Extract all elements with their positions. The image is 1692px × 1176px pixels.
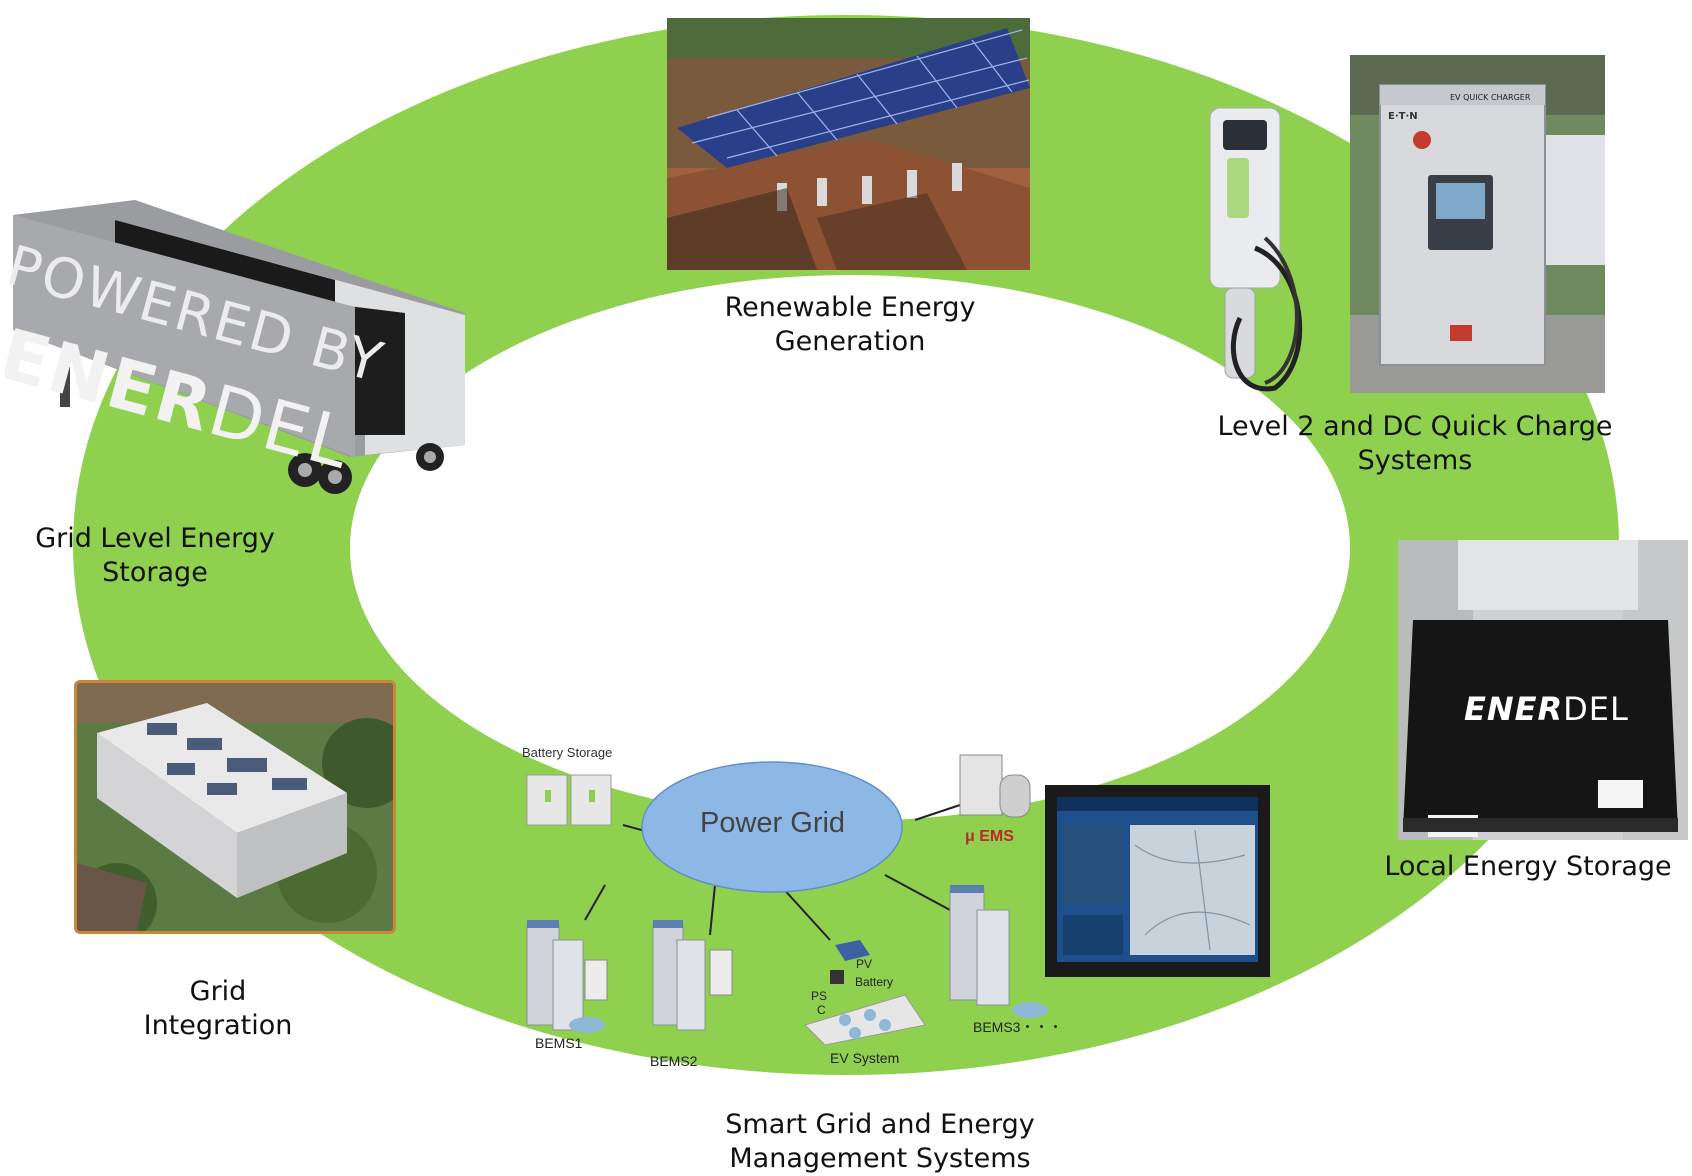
label-charging: Level 2 and DC Quick Charge Systems [1195, 410, 1635, 478]
bems2-label: BEMS2 [650, 1053, 698, 1069]
level2-charger-image [1195, 98, 1315, 396]
ev-system-label: EV System [830, 1050, 900, 1066]
label-local-storage: Local Energy Storage [1384, 851, 1672, 882]
battery-box-brand-bold: ENER [1464, 690, 1564, 728]
battery-label: Battery [855, 975, 894, 989]
label-renewable: Renewable Energy Generation [690, 291, 1010, 359]
label-grid-storage-line1: Grid Level Energy [35, 523, 275, 554]
label-grid-storage: Grid Level Energy Storage [10, 522, 300, 590]
building-photo [74, 680, 396, 934]
c-label: C [817, 1003, 826, 1017]
server-icon [959, 754, 1031, 818]
bems3-label: BEMS3・・・ [973, 1019, 1063, 1035]
label-smart-grid-line1: Smart Grid and Energy [725, 1109, 1035, 1140]
label-charging-line2: Systems [1357, 445, 1473, 476]
battery-box-photo: ENERDEL [1398, 540, 1688, 840]
pv-label: PV [856, 957, 873, 971]
label-grid-integration-line1: Grid [189, 976, 247, 1007]
label-renewable-line2: Generation [774, 326, 926, 357]
solar-canopy-photo [667, 18, 1030, 270]
battery-box-brand-light: DEL [1563, 690, 1629, 728]
ev-system-icon [804, 940, 926, 1046]
label-smart-grid-line2: Management Systems [729, 1143, 1031, 1174]
label-grid-integration: Grid Integration [98, 975, 338, 1043]
building-bems2-icon [652, 920, 733, 1031]
trailer-image: POWERED BY ENERDEL [5, 195, 470, 505]
monitor-screen [1045, 785, 1270, 977]
smart-grid-diagram: Power Grid Battery Storage μ EMS PV Batt… [505, 735, 1065, 1075]
label-grid-storage-line2: Storage [102, 557, 208, 588]
battery-storage-label: Battery Storage [522, 745, 613, 760]
battery-storage-icon [526, 774, 612, 826]
building-bems3-icon [949, 885, 1048, 1018]
battery-box-brand: ENERDEL [1464, 690, 1629, 728]
bems1-label: BEMS1 [535, 1035, 583, 1051]
label-charging-line1: Level 2 and DC Quick Charge [1217, 411, 1613, 442]
uems-label: μ EMS [965, 828, 1014, 845]
label-smart-grid: Smart Grid and Energy Management Systems [690, 1108, 1070, 1176]
building-bems1-icon [526, 920, 608, 1033]
label-renewable-line1: Renewable Energy [724, 292, 976, 323]
power-grid-hub [641, 761, 903, 893]
ps-label: PS [811, 989, 828, 1003]
power-grid-label: Power Grid [700, 807, 846, 839]
charger-header-text: EV QUICK CHARGER [1450, 93, 1531, 102]
label-grid-integration-line2: Integration [143, 1010, 293, 1041]
inner-hole [350, 275, 1350, 821]
charger-brand-text: E·T·N [1388, 111, 1418, 122]
dc-quick-charger-photo: EV QUICK CHARGER E·T·N [1350, 55, 1605, 393]
